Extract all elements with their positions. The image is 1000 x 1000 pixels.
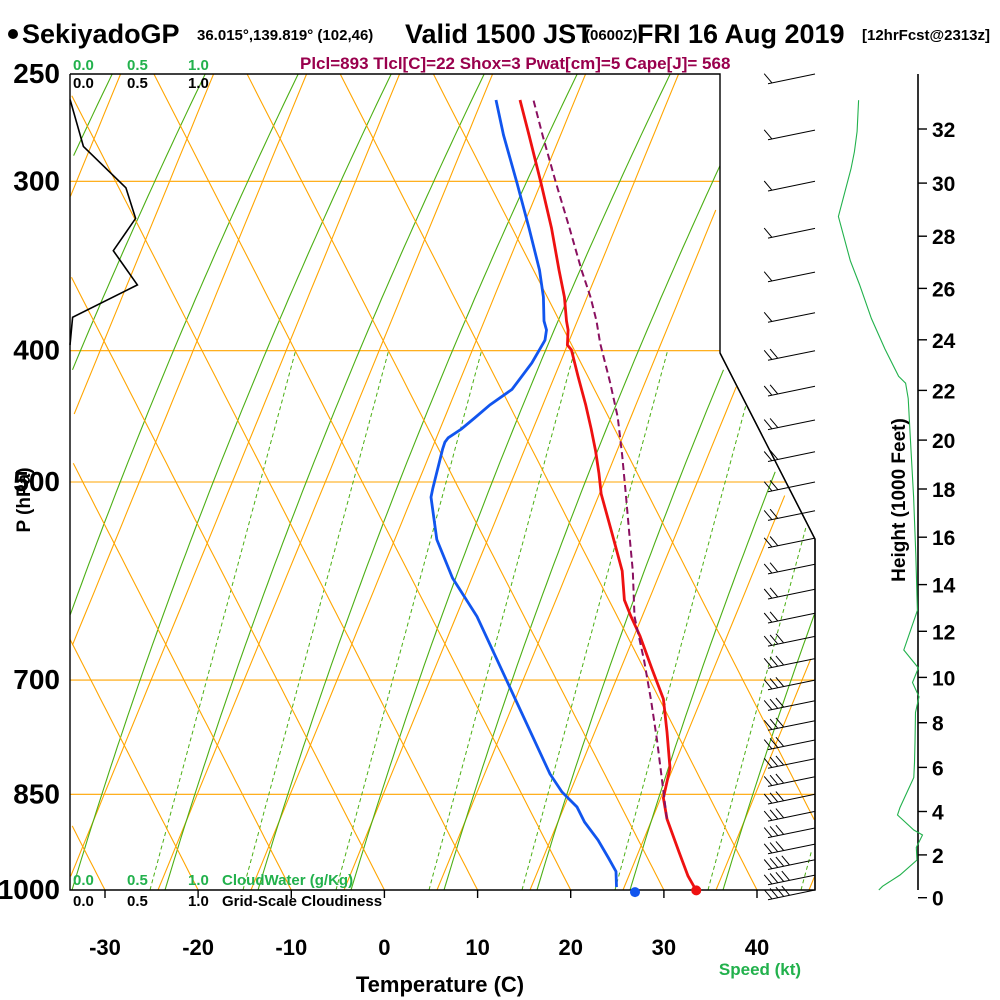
svg-text:Speed (kt): Speed (kt)	[719, 960, 801, 979]
svg-text:2: 2	[932, 845, 944, 868]
svg-text:6: 6	[932, 757, 944, 780]
svg-text:0.0: 0.0	[73, 75, 94, 92]
svg-text:P (hPa): P (hPa)	[14, 467, 35, 532]
svg-text:CloudWater (g/Kg): CloudWater (g/Kg)	[222, 872, 353, 889]
svg-text:400: 400	[13, 335, 60, 366]
svg-text:Grid-Scale Cloudiness: Grid-Scale Cloudiness	[222, 893, 382, 910]
svg-text:0.5: 0.5	[127, 893, 148, 910]
svg-text:Plcl=893 Tlcl[C]=22 Shox=3 Pwa: Plcl=893 Tlcl[C]=22 Shox=3 Pwat[cm]=5 Ca…	[300, 54, 730, 73]
svg-text:Height (1000 Feet): Height (1000 Feet)	[889, 418, 910, 582]
svg-text:SekiyadoGP: SekiyadoGP	[22, 19, 180, 49]
svg-text:12: 12	[932, 621, 955, 644]
svg-text:10: 10	[465, 935, 489, 960]
svg-text:FRI 16 Aug 2019: FRI 16 Aug 2019	[637, 19, 845, 49]
svg-text:0: 0	[932, 888, 944, 911]
svg-text:0.0: 0.0	[73, 872, 94, 889]
svg-text:0.5: 0.5	[127, 75, 148, 92]
svg-text:14: 14	[932, 575, 956, 598]
svg-text:32: 32	[932, 119, 955, 142]
svg-text:16: 16	[932, 527, 955, 550]
svg-text:20: 20	[558, 935, 582, 960]
svg-text:8: 8	[932, 713, 944, 736]
svg-text:0.0: 0.0	[73, 57, 94, 74]
svg-text:0: 0	[378, 935, 390, 960]
svg-text:300: 300	[13, 165, 60, 196]
svg-text:4: 4	[932, 802, 944, 825]
svg-text:850: 850	[13, 778, 60, 809]
svg-text:0.5: 0.5	[127, 57, 148, 74]
svg-text:18: 18	[932, 479, 956, 502]
svg-text:250: 250	[13, 58, 60, 89]
svg-text:0.0: 0.0	[73, 893, 94, 910]
svg-text:36.015°,139.819° (102,46): 36.015°,139.819° (102,46)	[197, 27, 373, 44]
svg-text:40: 40	[745, 935, 769, 960]
svg-text:26: 26	[932, 278, 955, 301]
svg-text:0.5: 0.5	[127, 872, 148, 889]
svg-text:24: 24	[932, 330, 956, 353]
svg-text:10: 10	[932, 667, 955, 690]
svg-text:Temperature (C): Temperature (C)	[356, 972, 524, 997]
svg-text:-20: -20	[182, 935, 214, 960]
svg-text:22: 22	[932, 380, 955, 403]
svg-text:-30: -30	[89, 935, 121, 960]
svg-text:700: 700	[13, 664, 60, 695]
svg-text:1000: 1000	[0, 874, 60, 905]
svg-text:30: 30	[652, 935, 676, 960]
svg-text:1.0: 1.0	[188, 57, 209, 74]
svg-text:1.0: 1.0	[188, 75, 209, 92]
svg-text:-10: -10	[275, 935, 307, 960]
svg-text:(0600Z): (0600Z)	[585, 27, 638, 44]
svg-text:28: 28	[932, 226, 956, 249]
svg-text:1.0: 1.0	[188, 872, 209, 889]
svg-text:20: 20	[932, 430, 955, 453]
svg-text:[12hrFcst@2313z]: [12hrFcst@2313z]	[862, 27, 990, 44]
svg-text:Valid 1500 JST: Valid 1500 JST	[405, 19, 593, 49]
svg-text:30: 30	[932, 173, 955, 196]
svg-text:1.0: 1.0	[188, 893, 209, 910]
